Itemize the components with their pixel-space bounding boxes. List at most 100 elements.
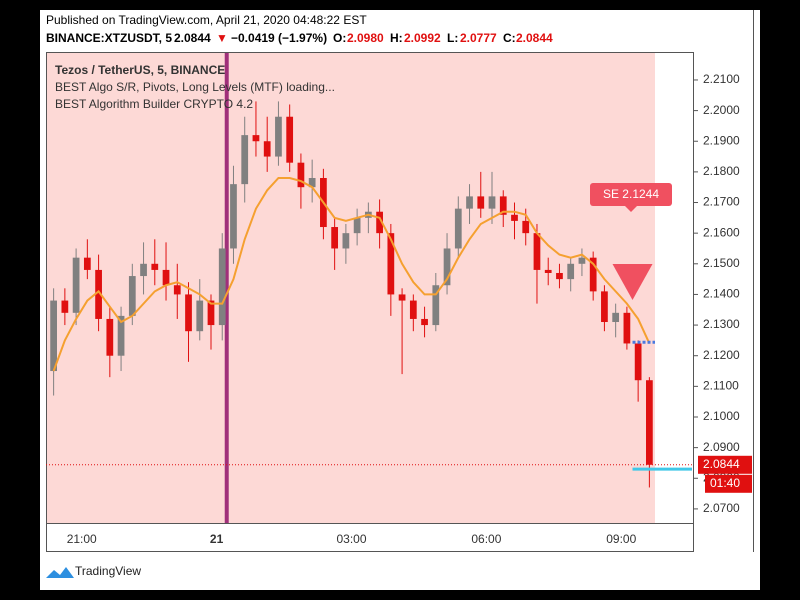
candle-body <box>241 135 249 185</box>
candle-body <box>634 343 642 381</box>
candle-body <box>83 257 91 270</box>
candle-body <box>72 257 80 313</box>
arrow: ▼ <box>216 31 228 45</box>
indicator-legend: BEST Algorithm Builder CRYPTO 4.2 <box>55 97 253 111</box>
candle-body <box>567 263 575 280</box>
signal-box <box>590 183 672 206</box>
ticker-line: BINANCE:XTZUSDT, 5 2.0844 ▼ −0.0419 (−1.… <box>46 31 553 45</box>
last-price-box <box>698 455 752 474</box>
symbol: BINANCE:XTZUSDT, 5 <box>46 31 172 45</box>
session-background <box>47 53 655 523</box>
candle-body <box>387 233 395 295</box>
candle-body <box>263 141 271 157</box>
y-tick-label: 2.1300 <box>703 317 740 331</box>
y-tick-label: 2.1100 <box>703 379 739 393</box>
c-label: C: <box>503 31 516 45</box>
countdown-label: 01:40 <box>710 476 740 490</box>
candle-body <box>128 276 136 316</box>
signal-label: SE 2.1244 <box>603 187 659 201</box>
countdown-box <box>705 474 752 493</box>
y-tick-label: 2.2000 <box>703 103 740 117</box>
candle-body <box>488 196 496 209</box>
candle-body <box>173 285 181 295</box>
candle-body <box>275 116 282 157</box>
h-label: H: <box>390 31 403 45</box>
candle-body <box>252 135 260 142</box>
candle-body <box>106 318 114 356</box>
o-value: 2.0980 <box>347 31 384 45</box>
candle-body <box>50 300 57 372</box>
candle-body <box>477 196 485 209</box>
candle-body <box>140 263 147 277</box>
signal-triangle <box>612 264 653 300</box>
x-tick-label: 03:00 <box>336 532 366 546</box>
candle-body <box>196 300 204 332</box>
brand: TradingView <box>75 564 141 578</box>
candle-body <box>409 300 417 319</box>
candle-body <box>544 269 552 273</box>
moving-average <box>52 177 651 372</box>
candle-body <box>421 318 428 326</box>
l-value: 2.0777 <box>460 31 497 45</box>
candle-body <box>511 214 518 221</box>
price: 2.0844 <box>174 31 211 45</box>
y-tick-label: 2.0900 <box>703 440 740 454</box>
candle-body <box>432 285 440 326</box>
published: Published on TradingView.com, April 21, … <box>46 13 367 27</box>
y-tick-label: 2.1900 <box>703 133 740 147</box>
candle-body <box>466 196 473 209</box>
candle-body <box>601 291 608 323</box>
legend-title: Tezos / TetherUS, 5, BINANCE <box>55 63 225 77</box>
last-price-label: 2.0844 <box>703 457 740 471</box>
candle-body <box>342 233 350 249</box>
candle-body <box>398 294 406 301</box>
y-tick-label: 2.1000 <box>703 409 740 423</box>
indicator-legend: BEST Algo S/R, Pivots, Long Levels (MTF)… <box>55 80 335 94</box>
signal-pointer <box>625 206 637 212</box>
c-value: 2.0844 <box>516 31 553 45</box>
candle-body <box>533 233 541 270</box>
x-tick-label: 06:00 <box>471 532 501 546</box>
x-tick-label: 21 <box>210 532 224 546</box>
candle-body <box>151 263 159 270</box>
candle-body <box>623 312 631 344</box>
day-separator <box>224 53 229 523</box>
candle-body <box>207 300 215 326</box>
candle-body <box>308 178 316 188</box>
candle-body <box>331 227 339 249</box>
candle-body <box>376 211 383 234</box>
plot <box>50 53 653 523</box>
candle-body <box>162 269 170 286</box>
x-tick-label: 21:00 <box>67 532 97 546</box>
candle-body <box>185 294 192 332</box>
candle-body <box>589 257 597 292</box>
y-tick-label: 2.1600 <box>703 225 740 239</box>
candle-body <box>117 315 125 356</box>
candle-body <box>443 248 451 286</box>
y-tick-label: 2.2100 <box>703 72 740 86</box>
logo-icon <box>46 567 74 578</box>
candle-body <box>522 220 530 234</box>
candle-body <box>95 269 102 319</box>
candle-body <box>353 217 361 234</box>
y-tick-label: 2.1800 <box>703 164 740 178</box>
candle-body <box>556 272 563 280</box>
y-tick-label: 2.1200 <box>703 348 740 362</box>
h-value: 2.0992 <box>404 31 441 45</box>
y-tick-label: 2.1700 <box>703 195 740 209</box>
candle-body <box>230 184 237 249</box>
o-label: O: <box>333 31 346 45</box>
l-label: L: <box>447 31 458 45</box>
candle-body <box>612 312 620 323</box>
candle-body <box>218 248 226 326</box>
y-tick-label: 2.1500 <box>703 256 740 270</box>
candle-body <box>646 380 653 465</box>
candle-body <box>286 116 294 163</box>
y-tick-label: 2.1400 <box>703 287 740 301</box>
candle-body <box>499 196 507 215</box>
candle-body <box>578 257 586 264</box>
change: −0.0419 (−1.97%) <box>231 31 327 45</box>
candle-body <box>297 162 305 188</box>
